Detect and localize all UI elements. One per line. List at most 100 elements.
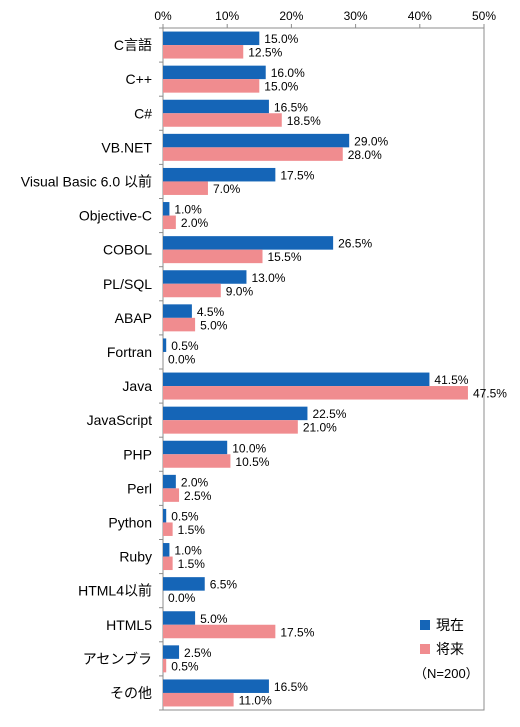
sample-size-note: （N=200） [414, 666, 479, 681]
category-label: COBOL [103, 242, 152, 258]
bar-future [163, 556, 173, 571]
legend: 現在 将来 （N=200） [414, 617, 479, 681]
category-label: PHP [123, 446, 152, 462]
x-tick-label: 10% [215, 9, 239, 23]
category-label: PL/SQL [103, 276, 152, 292]
data-label-current: 2.0% [181, 475, 209, 489]
data-label-future: 5.0% [200, 318, 228, 332]
bars [163, 31, 468, 707]
data-label-current: 16.5% [274, 680, 308, 694]
data-label-current: 22.5% [312, 407, 346, 421]
category-label: Java [122, 378, 152, 394]
data-label-current: 1.0% [174, 203, 202, 217]
data-label-future: 0.0% [168, 591, 196, 605]
bar-future [163, 454, 231, 468]
legend-label-current: 現在 [436, 617, 464, 633]
bar-current [163, 304, 192, 318]
data-label-current: 17.5% [280, 168, 314, 182]
bar-future [163, 181, 208, 195]
data-label-current: 13.0% [251, 271, 285, 285]
bar-current [163, 99, 269, 114]
category-label: C++ [126, 71, 152, 87]
category-label: Perl [127, 480, 152, 496]
data-label-future: 28.0% [348, 148, 382, 162]
data-label-future: 0.0% [168, 352, 196, 366]
category-label: Python [108, 514, 152, 530]
data-label-future: 1.5% [178, 557, 206, 571]
bar-current [163, 236, 334, 250]
bar-future [163, 283, 221, 298]
category-label: Objective-C [79, 208, 152, 224]
category-label: VB.NET [101, 139, 152, 155]
data-label-current: 10.0% [232, 441, 266, 455]
bar-future [163, 215, 176, 230]
bar-future [163, 317, 196, 332]
data-label-future: 10.5% [235, 455, 269, 469]
data-label-current: 0.5% [171, 509, 199, 523]
bar-current [163, 406, 308, 421]
legend-swatch-current [420, 620, 430, 630]
x-tick-label: 20% [279, 9, 303, 23]
axes: 0% 10% 20% 30% 40% 50% [154, 9, 496, 711]
data-label-future: 17.5% [280, 625, 314, 639]
bar-future [163, 692, 234, 707]
bar-future [163, 624, 276, 639]
data-label-future: 1.5% [178, 523, 206, 537]
data-label-current: 16.0% [271, 66, 305, 80]
data-label-current: 29.0% [354, 134, 388, 148]
x-tick-label: 40% [408, 9, 432, 23]
bar-future [163, 386, 468, 400]
data-label-current: 0.5% [171, 339, 199, 353]
bar-current [163, 440, 228, 455]
bar-future [163, 79, 260, 93]
bar-future [163, 45, 244, 59]
bar-future [163, 522, 173, 536]
category-label: HTML4以前 [78, 583, 152, 599]
plot-frame [162, 27, 485, 711]
bar-current [163, 65, 266, 80]
data-label-future: 12.5% [248, 46, 282, 60]
category-label: ABAP [115, 310, 152, 326]
data-label-future: 15.0% [264, 80, 298, 94]
category-label: Fortran [107, 344, 152, 360]
data-label-future: 2.0% [181, 216, 209, 230]
bar-current [163, 338, 167, 352]
data-label-future: 7.0% [213, 182, 241, 196]
bar-current [163, 645, 180, 659]
bar-current [163, 167, 276, 182]
legend-label-future: 将来 [436, 641, 464, 657]
bar-future [163, 113, 282, 127]
data-label-current: 5.0% [200, 612, 228, 626]
bar-future [163, 488, 180, 502]
bar-future [163, 658, 167, 673]
data-label-current: 1.0% [174, 544, 202, 558]
bar-current [163, 611, 196, 625]
bar-current [163, 679, 269, 693]
data-label-future: 11.0% [239, 693, 272, 707]
data-label-current: 2.5% [184, 646, 212, 660]
bar-future [163, 420, 298, 434]
bar-current [163, 577, 205, 591]
category-label: C# [134, 105, 152, 121]
data-label-current: 26.5% [338, 237, 372, 251]
data-label-current: 41.5% [434, 373, 468, 387]
data-label-future: 9.0% [226, 284, 254, 298]
category-label: その他 [110, 685, 152, 701]
data-label-current: 15.0% [264, 32, 298, 46]
data-label-future: 21.0% [303, 421, 337, 435]
data-label-future: 2.5% [184, 489, 212, 503]
category-label: HTML5 [106, 617, 152, 633]
x-tick-label: 50% [472, 9, 496, 23]
legend-swatch-future [420, 644, 430, 654]
data-label-future: 0.5% [171, 659, 199, 673]
bar-current [163, 202, 170, 216]
bar-future [163, 249, 263, 264]
bar-current [163, 372, 430, 387]
data-label-current: 6.5% [210, 578, 238, 592]
bar-future [163, 147, 343, 161]
category-label: Ruby [119, 549, 152, 565]
data-label-future: 15.5% [268, 250, 302, 264]
data-label-future: 47.5% [473, 387, 507, 401]
category-label: C言語 [114, 37, 152, 53]
